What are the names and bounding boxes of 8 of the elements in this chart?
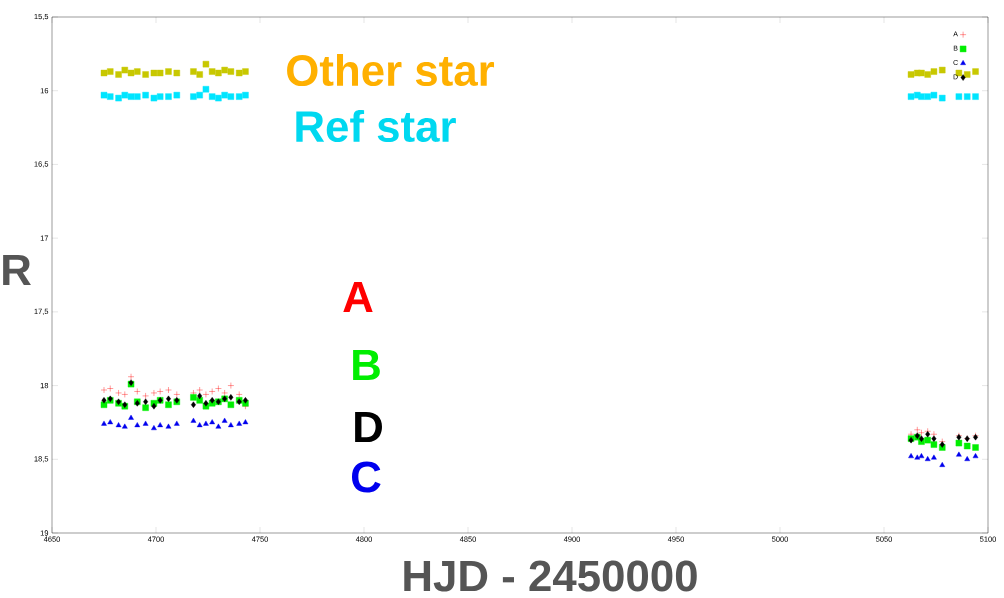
annotation: A bbox=[343, 281, 373, 313]
series-label: Other star bbox=[287, 53, 495, 87]
x-axis-title: HJD - 2450000 bbox=[404, 560, 697, 592]
annotation: D bbox=[355, 411, 382, 443]
annotation: C bbox=[351, 461, 381, 493]
annotation: B bbox=[353, 349, 380, 381]
series-label: Ref star bbox=[296, 109, 456, 143]
y-axis-title: R bbox=[3, 254, 31, 286]
